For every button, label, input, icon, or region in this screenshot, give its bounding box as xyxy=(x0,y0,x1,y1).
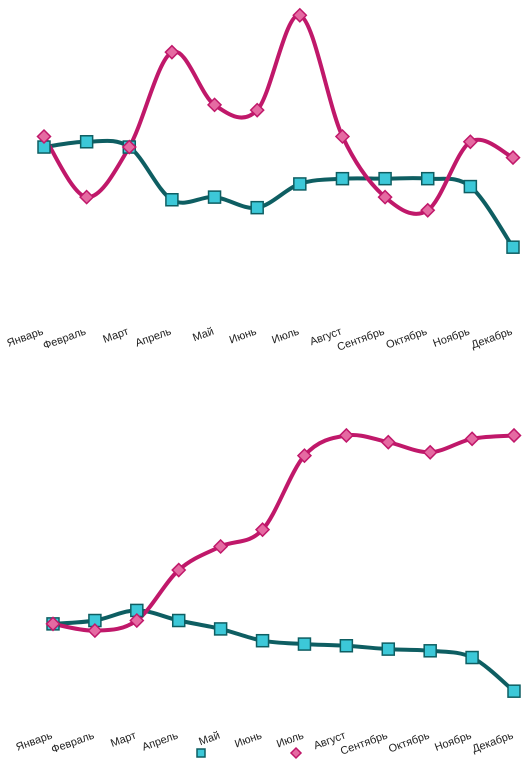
x-tick-label: Апрель xyxy=(141,729,180,753)
series-1-point xyxy=(213,622,228,636)
series-1-point xyxy=(255,633,270,648)
legend xyxy=(196,746,303,760)
series-2-point xyxy=(296,448,313,464)
x-tick-label: Июнь xyxy=(228,325,259,346)
series-2-point xyxy=(464,431,480,447)
x-tick-label: Март xyxy=(101,326,130,346)
series-2-point xyxy=(171,562,187,578)
series-1-point xyxy=(423,644,437,658)
series-2-point xyxy=(254,522,271,538)
x-tick-label: Октябрь xyxy=(385,325,429,351)
series-1-point xyxy=(420,171,435,186)
series-1-point xyxy=(381,642,396,656)
series-1-point xyxy=(79,135,94,149)
legend-marker-series-1 xyxy=(196,748,206,758)
series-1-point xyxy=(507,684,521,698)
series-2-line xyxy=(42,13,515,216)
series-1-point xyxy=(165,193,179,207)
series-2-point xyxy=(377,189,393,205)
series-1-point xyxy=(293,177,307,191)
series-1-line xyxy=(42,138,515,250)
series-1-point xyxy=(297,637,312,651)
x-tick-label: Январь xyxy=(14,729,54,753)
series-1-point xyxy=(465,650,479,665)
x-tick-label: Июнь xyxy=(233,729,264,750)
series-2-point xyxy=(422,444,438,460)
x-tick-label: Ноябрь xyxy=(431,325,471,349)
x-tick-label: Апрель xyxy=(134,325,173,349)
series-2-point xyxy=(87,623,103,639)
series-1-point xyxy=(506,240,520,254)
x-tick-label: Март xyxy=(109,730,138,750)
series-1-point xyxy=(171,613,186,628)
series-2-point xyxy=(505,150,521,166)
x-tick-label: Декабрь xyxy=(470,325,515,351)
series-1-point xyxy=(250,200,264,215)
series-2-point xyxy=(206,97,223,113)
x-tick-label: Сентябрь xyxy=(336,325,387,353)
x-tick-label: Октябрь xyxy=(387,729,431,755)
series-2-point xyxy=(462,134,478,150)
series-1-point xyxy=(335,171,350,186)
series-2-point xyxy=(164,44,180,60)
x-tick-label: Декабрь xyxy=(471,729,516,755)
series-1-point xyxy=(378,171,392,186)
series-2-line xyxy=(51,433,516,633)
x-tick-label: Ноябрь xyxy=(433,729,473,753)
series-1-point xyxy=(339,639,354,653)
x-tick-label: Январь xyxy=(5,325,45,349)
series-2-point xyxy=(129,612,145,629)
series-2-point xyxy=(420,202,436,218)
x-tick-label: Февраль xyxy=(50,729,96,756)
series-2-point xyxy=(292,7,308,23)
series-2-point xyxy=(249,102,265,118)
x-tick-label: Июль xyxy=(270,325,301,346)
x-tick-label: Май xyxy=(197,730,221,749)
series-2-point xyxy=(121,139,137,155)
series-1-point xyxy=(463,179,478,194)
series-2-point xyxy=(338,427,354,444)
series-2-point xyxy=(45,616,61,632)
x-tick-label: Сентябрь xyxy=(339,729,390,757)
series-2-point xyxy=(213,538,229,555)
legend-marker-series-2 xyxy=(289,746,303,760)
x-tick-label: Февраль xyxy=(42,325,88,352)
x-tick-label: Июль xyxy=(275,729,306,750)
series-2-point xyxy=(506,427,522,444)
series-2-point xyxy=(334,128,351,145)
x-tick-label: Май xyxy=(191,326,215,345)
series-2-point xyxy=(79,189,95,205)
series-2-point xyxy=(380,434,396,450)
series-1-line xyxy=(51,608,516,694)
series-1-point xyxy=(207,190,222,204)
series-2-point xyxy=(36,128,52,145)
